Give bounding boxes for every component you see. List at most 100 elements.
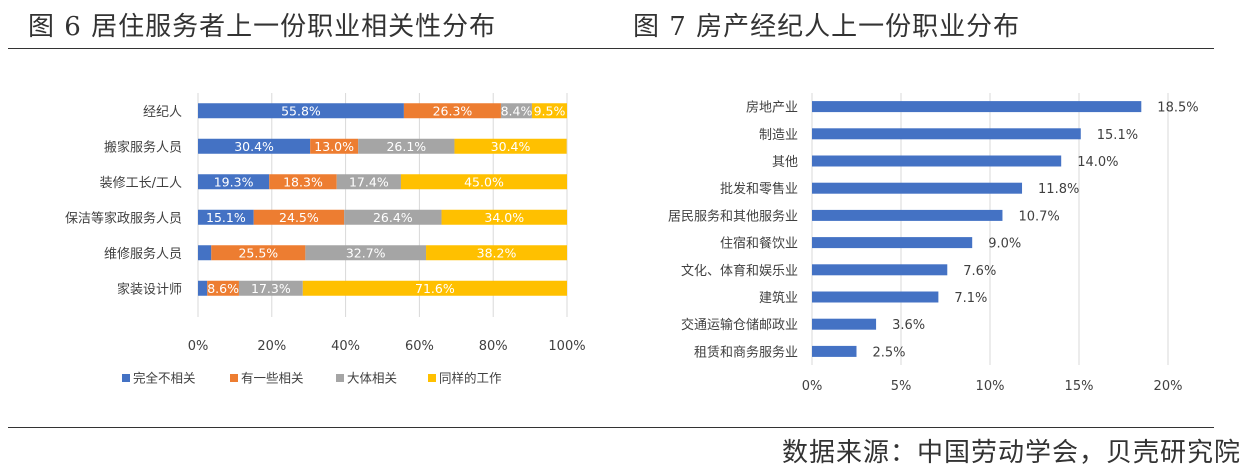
data-label: 11.8% <box>1038 182 1079 197</box>
data-label: 9.5% <box>534 103 566 118</box>
bar <box>812 345 857 357</box>
data-label: 38.2% <box>477 245 517 260</box>
bar-segment <box>531 103 567 119</box>
top-divider <box>8 48 1214 49</box>
bar-segment <box>211 245 306 261</box>
bar-segment <box>358 138 455 154</box>
data-label: 9.0% <box>988 237 1021 252</box>
data-label: 30.4% <box>491 139 531 154</box>
bar-segment <box>400 174 567 190</box>
data-label: 55.8% <box>281 103 321 118</box>
bar <box>812 291 939 303</box>
x-tick-label: 100% <box>548 339 585 354</box>
category-label: 经纪人 <box>143 105 182 120</box>
chart-title-right: 图 7 房产经纪人上一份职业分布 <box>633 12 1021 42</box>
legend-swatch <box>336 374 344 382</box>
data-label: 17.4% <box>349 174 389 189</box>
bar <box>812 182 1023 194</box>
category-label: 批发和零售业 <box>720 181 798 197</box>
bar-segment <box>500 103 532 119</box>
x-tick-label: 80% <box>479 339 508 354</box>
data-label: 2.5% <box>873 345 906 360</box>
bar-segment <box>310 138 359 154</box>
legend-swatch <box>122 374 130 382</box>
bar-segment <box>238 280 303 296</box>
category-label: 制造业 <box>759 128 798 143</box>
category-label: 住宿和餐饮业 <box>720 236 798 252</box>
x-tick-label: 40% <box>331 339 360 354</box>
bar-segment <box>441 209 567 225</box>
category-label: 建筑业 <box>759 290 798 306</box>
bar-segment <box>403 103 501 119</box>
data-label: 26.3% <box>433 103 473 118</box>
category-label: 保洁等家政服务人员 <box>65 210 182 226</box>
category-label: 交通运输仓储邮政业 <box>681 317 798 333</box>
bar-segment <box>253 209 345 225</box>
category-label: 家装设计师 <box>117 281 182 297</box>
data-label: 25.5% <box>238 245 278 260</box>
legend-label: 同样的工作 <box>439 371 502 386</box>
category-label: 居民服务和其他服务业 <box>668 208 798 224</box>
bar-segment <box>198 174 270 190</box>
legend-swatch <box>428 374 436 382</box>
bar <box>812 209 1003 221</box>
category-label: 维修服务人员 <box>104 246 182 262</box>
data-label: 14.0% <box>1077 155 1118 170</box>
data-label: 15.1% <box>206 210 246 225</box>
data-label: 30.4% <box>234 139 274 154</box>
bar-segment <box>336 174 401 190</box>
category-label: 房地产业 <box>746 100 798 116</box>
stacked-bar-chart: 0% 20% 40% 60% 80% 100% 经纪人 55.8% 26.3% 8.4% 9.5% 搬… <box>65 93 586 386</box>
bar-segment <box>207 280 239 296</box>
bar-segment <box>305 245 427 261</box>
bar-segment <box>198 245 212 261</box>
bar-segment <box>344 209 442 225</box>
bar <box>812 318 877 330</box>
data-label: 8.6% <box>207 281 239 296</box>
bar-segment <box>198 280 208 296</box>
category-label: 其他 <box>772 155 798 170</box>
data-label: 10.7% <box>1018 209 1059 224</box>
legend-swatch <box>230 374 238 382</box>
x-tick-label: 20% <box>1154 379 1183 394</box>
legend-label: 大体相关 <box>347 371 397 386</box>
bar-segment <box>198 138 311 154</box>
category-label: 搬家服务人员 <box>104 139 182 155</box>
data-label: 32.7% <box>346 245 386 260</box>
bar-segment <box>269 174 337 190</box>
x-tick-label: 10% <box>976 379 1005 394</box>
bar-segment <box>198 209 254 225</box>
chart-title-left: 图 6 居住服务者上一份职业相关性分布 <box>28 12 497 42</box>
data-label: 19.3% <box>214 174 254 189</box>
bar-segment <box>198 103 404 119</box>
x-tick-label: 15% <box>1065 379 1094 394</box>
x-tick-label: 60% <box>405 339 434 354</box>
data-label: 18.3% <box>283 174 323 189</box>
data-label: 13.0% <box>314 139 354 154</box>
industry-bar-chart: 0% 5% 10% 15% 20% 房地产业 18.5% 制造业 15.1% 其他 14.0% 批发和… <box>668 93 1199 394</box>
x-tick-label: 20% <box>257 339 286 354</box>
category-label: 装修工长/工人 <box>100 176 182 191</box>
legend-label: 完全不相关 <box>133 371 196 386</box>
data-label: 26.4% <box>373 210 413 225</box>
x-tick-label: 0% <box>802 379 823 394</box>
bar <box>812 101 1142 113</box>
data-label: 34.0% <box>484 210 524 225</box>
data-label: 18.5% <box>1157 101 1198 116</box>
category-label: 文化、体育和娱乐业 <box>681 263 798 279</box>
bar-segment <box>454 138 567 154</box>
data-label: 3.6% <box>892 318 925 333</box>
data-label: 7.1% <box>954 291 987 306</box>
data-label: 71.6% <box>415 281 455 296</box>
data-label: 24.5% <box>279 210 319 225</box>
bar-segment <box>302 280 567 296</box>
bar <box>812 264 948 276</box>
bar <box>812 155 1062 167</box>
bar-segment <box>426 245 567 261</box>
data-label: 15.1% <box>1097 128 1138 143</box>
data-label: 26.1% <box>386 139 426 154</box>
x-tick-label: 0% <box>188 339 209 354</box>
data-label: 17.3% <box>251 281 291 296</box>
category-label: 租赁和商务服务业 <box>694 344 798 360</box>
data-label: 8.4% <box>501 103 533 118</box>
